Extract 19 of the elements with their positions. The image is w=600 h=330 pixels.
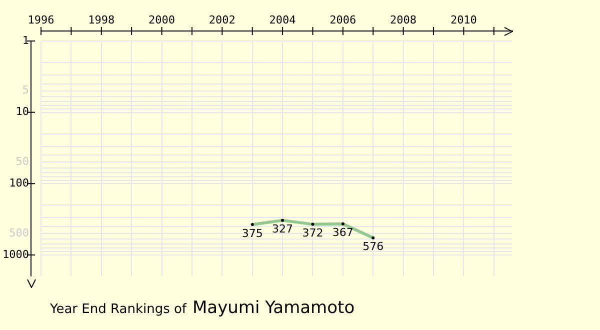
data-label: 576 xyxy=(362,240,384,254)
text: Mayumi Yamamoto xyxy=(192,298,355,318)
x-tick-label: 2010 xyxy=(450,13,477,26)
x-tick-label: 1996 xyxy=(28,13,54,26)
y-tick-label: 10 xyxy=(16,105,29,118)
x-tick-label: 2000 xyxy=(148,13,176,26)
data-label: 367 xyxy=(332,226,354,240)
y-tick-label: 1000 xyxy=(2,248,29,261)
data-label: 372 xyxy=(302,226,324,240)
data-label: 375 xyxy=(242,226,263,240)
x-tick-label: 2002 xyxy=(208,13,236,26)
x-tick-label: 2004 xyxy=(269,13,296,26)
y-tick-label: 1 xyxy=(22,34,29,47)
text: Year End Rankings of xyxy=(50,302,187,317)
x-tick-label: 2008 xyxy=(390,13,417,26)
data-label: 327 xyxy=(272,222,294,236)
x-tick-label: 1998 xyxy=(88,13,115,26)
y-tick-label: 100 xyxy=(9,176,29,190)
x-tick-label: 2006 xyxy=(330,13,356,26)
